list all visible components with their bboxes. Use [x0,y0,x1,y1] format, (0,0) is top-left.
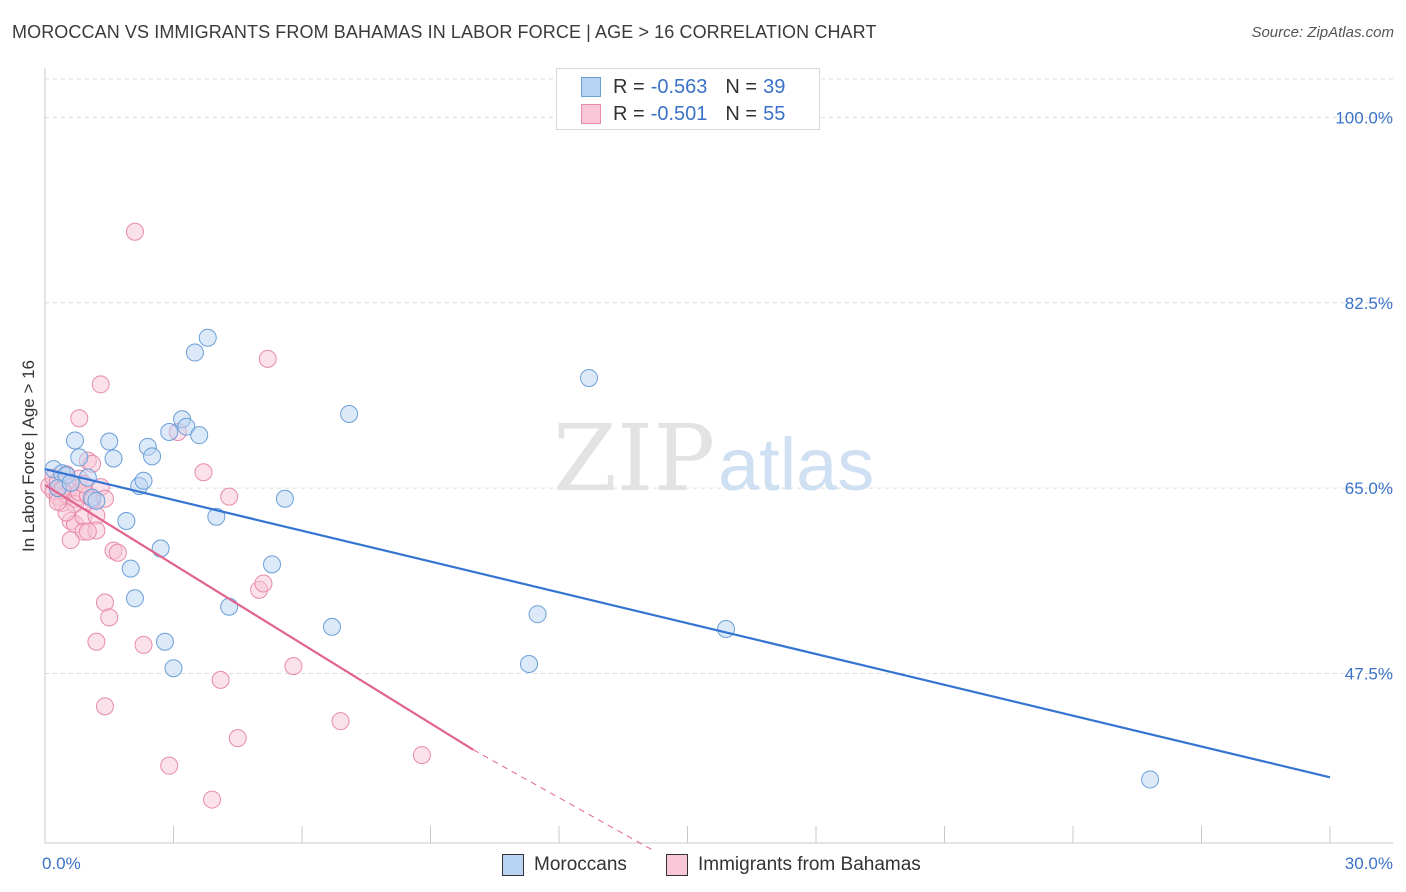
legend-item-bahamas[interactable]: Immigrants from Bahamas [666,852,921,878]
bahamas-point [258,349,277,368]
bahamas-point [228,729,247,748]
trend-lines [44,467,1331,851]
stats-box: R = -0.563 N = 39 R = -0.501 N = 55 [556,68,820,130]
tick-labels: 47.5% 65.0% 82.5% 100.0% 0.0% 30.0% [42,108,1393,873]
moroccans-point [65,431,84,450]
bahamas-trend-line [473,749,654,851]
r-value: -0.563 [650,75,708,98]
moroccans-point [220,597,239,616]
moroccans-point [164,659,183,678]
axis-layer [44,68,1393,844]
moroccans-point [155,632,174,651]
bahamas-swatch [581,104,601,124]
n-value: 55 [763,102,786,125]
bahamas-trend-line [44,484,474,751]
bahamas-point [160,756,179,775]
bahamas-point [95,593,114,612]
moroccans-point [275,489,294,508]
bahamas-point [61,531,80,550]
y-tick-label: 82.5% [1345,294,1393,313]
moroccans-point [151,539,170,558]
bahamas-point [211,670,230,689]
moroccans-point [198,328,217,347]
moroccans-point [117,511,136,530]
moroccans-point [520,654,539,673]
moroccans-point [70,448,89,467]
n-label: N = [725,75,758,98]
bahamas-point [331,712,350,731]
watermark-zip: ZIP [553,405,715,512]
moroccans-point [340,404,359,423]
moroccans-point [104,449,123,468]
n-value: 39 [763,75,786,98]
bahamas-point [78,522,97,541]
legend-label-bahamas: Immigrants from Bahamas [698,854,921,875]
bahamas-point [70,409,89,428]
y-tick-label: 47.5% [1345,665,1393,684]
bahamas-point [125,222,144,241]
legend-item-moroccans[interactable]: Moroccans [502,852,627,878]
moroccans-point [87,491,106,510]
x-tick-label: 0.0% [42,854,81,873]
stats-row-moroccans: R = -0.563 N = 39 [581,75,803,99]
moroccans-point [143,447,162,466]
moroccans-point [160,422,179,441]
r-label: R = [613,102,645,125]
legend: Moroccans Immigrants from Bahamas [0,852,1406,878]
moroccans-point [134,471,153,490]
bahamas-point [284,657,303,676]
moroccans-point [121,559,140,578]
moroccans-point [100,432,119,451]
legend-label-moroccans: Moroccans [534,854,627,875]
bahamas-point [95,697,114,716]
bahamas-point [412,746,431,765]
watermark: ZIP atlas [553,405,874,512]
y-axis-label: In Labor Force | Age > 16 [19,359,38,553]
r-value: -0.501 [650,102,708,125]
stats-row-bahamas: R = -0.501 N = 55 [581,102,803,126]
moroccans-point [207,507,226,526]
source-label: Source: ZipAtlas.com [1251,24,1394,41]
moroccans-point [263,555,282,574]
n-label: N = [725,102,758,125]
bahamas-point [108,543,127,562]
moroccans-point [322,617,341,636]
legend-swatch-moroccans [502,854,524,876]
moroccans-point [1141,770,1160,789]
moroccans-points [44,328,1160,789]
bahamas-point [194,463,213,482]
watermark-atlas: atlas [718,423,874,506]
bahamas-point [91,375,110,394]
moroccans-point [528,605,547,624]
bahamas-point [254,574,273,593]
moroccans-point [125,589,144,608]
moroccans-point [190,426,209,445]
y-tick-label: 65.0% [1345,479,1393,498]
bahamas-point [203,790,222,809]
moroccans-swatch [581,77,601,97]
moroccans-trend-line [44,467,1331,779]
moroccans-point [185,343,204,362]
bahamas-point [134,635,153,654]
chart-title: MOROCCAN VS IMMIGRANTS FROM BAHAMAS IN L… [12,22,877,42]
x-tick-label: 30.0% [1345,854,1393,873]
bahamas-point [220,487,239,506]
grid-layer [45,78,1393,675]
bahamas-point [87,632,106,651]
moroccans-point [579,368,598,387]
y-tick-label: 100.0% [1335,108,1393,127]
r-label: R = [613,75,645,98]
legend-swatch-bahamas [666,854,688,876]
moroccans-point [177,417,196,436]
bahamas-point [100,608,119,627]
